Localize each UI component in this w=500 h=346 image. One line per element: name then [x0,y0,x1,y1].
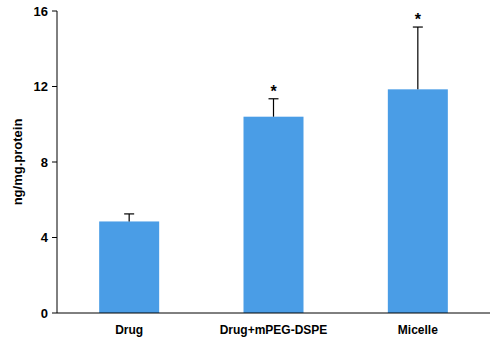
chart-container: * * 0 4 8 12 16 Drug Drug+mPEG-DSPE Micelle ng/mg.… [0,0,500,346]
y-tick [52,11,57,12]
bar [244,117,304,313]
bar [99,221,159,313]
y-tick-label: 0 [41,306,48,321]
y-tick [52,162,57,163]
x-tick-label: Drug+mPEG-DSPE [220,323,328,337]
y-tick-label: 8 [41,155,48,170]
error-bar [273,99,274,117]
x-tick-label: Micelle [398,323,438,337]
bars [99,27,448,313]
y-axis-label: ng/mg.protein [10,119,25,206]
y-tick-label: 16 [34,4,48,19]
y-tick [52,313,57,314]
annotation: * [415,11,422,28]
error-cap [124,213,134,214]
error-bar [417,27,418,89]
y-tick [52,237,57,238]
bar [388,89,448,313]
y-tick-label: 4 [41,230,49,245]
y-tick-label: 12 [34,79,48,94]
chart-svg: * * 0 4 8 12 16 Drug Drug+mPEG-DSPE Micelle ng/mg.… [0,0,500,346]
error-bar [129,214,130,222]
y-tick [52,86,57,87]
x-tick-label: Drug [115,323,143,337]
annotation: * [270,83,277,100]
x-axis [57,313,490,314]
